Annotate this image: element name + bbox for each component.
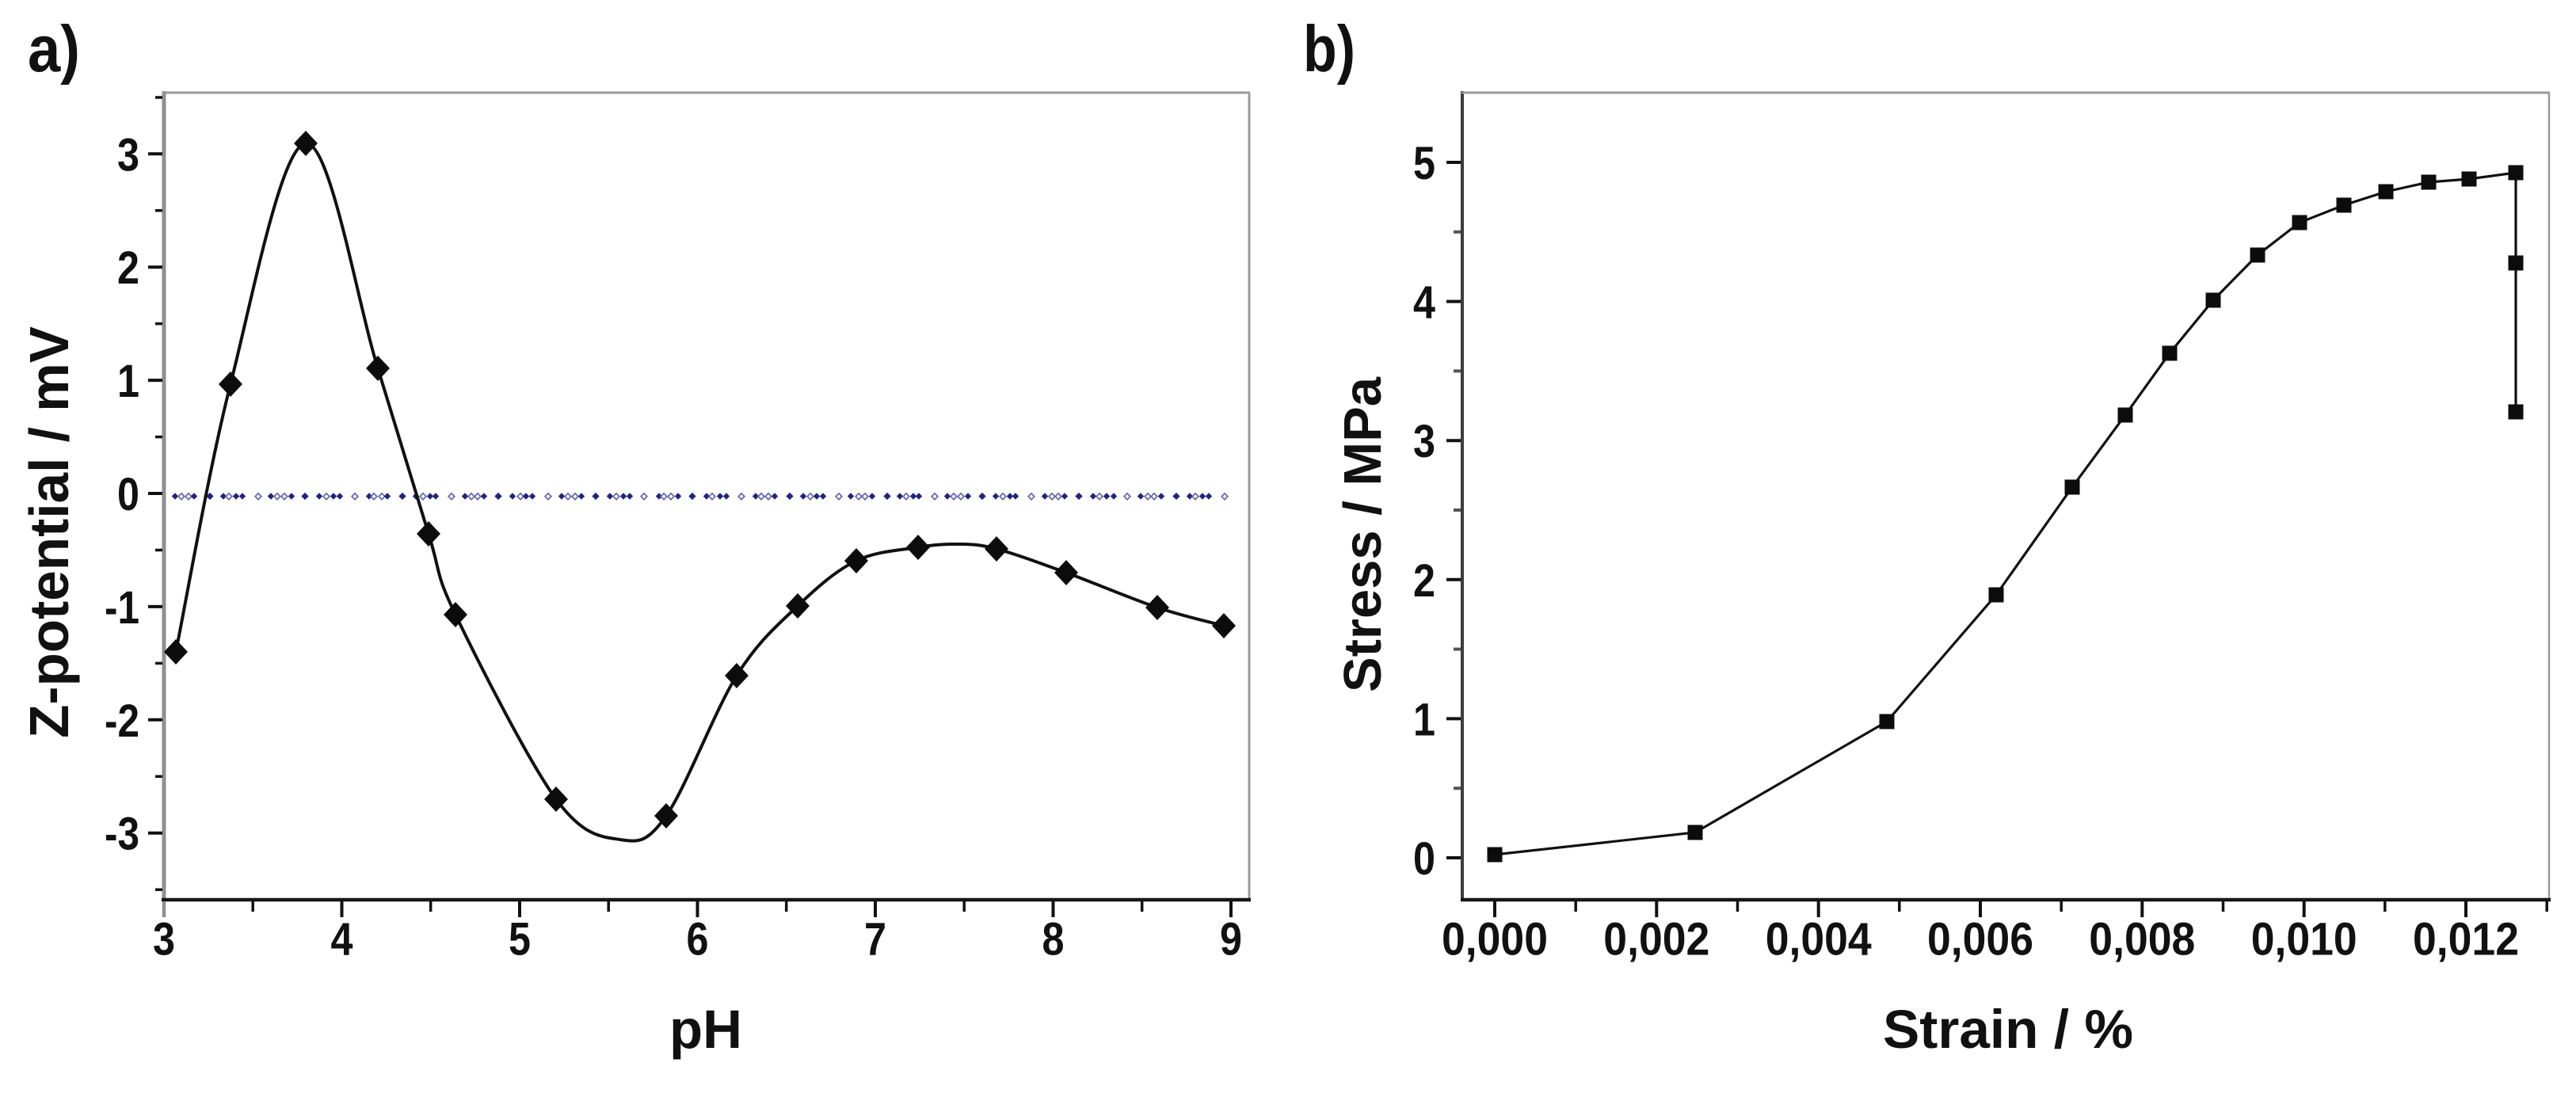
svg-text:1: 1: [117, 356, 139, 407]
svg-text:Z-potential / mV: Z-potential / mV: [18, 326, 80, 738]
svg-text:0,000: 0,000: [1442, 914, 1548, 966]
svg-text:0,010: 0,010: [2251, 914, 2357, 966]
svg-text:0: 0: [1413, 833, 1435, 885]
svg-text:6: 6: [687, 914, 709, 966]
svg-text:pH: pH: [669, 999, 742, 1060]
svg-text:4: 4: [1413, 277, 1435, 329]
svg-text:2: 2: [1413, 555, 1435, 607]
svg-text:4: 4: [331, 914, 353, 966]
svg-text:0: 0: [117, 469, 139, 520]
svg-text:0,004: 0,004: [1766, 914, 1872, 966]
svg-text:1: 1: [1413, 694, 1435, 745]
svg-text:2: 2: [117, 242, 139, 294]
svg-text:0,002: 0,002: [1603, 914, 1709, 966]
svg-text:Strain / %: Strain / %: [1883, 999, 2133, 1060]
svg-text:-1: -1: [105, 582, 139, 634]
svg-text:8: 8: [1042, 914, 1065, 966]
svg-text:5: 5: [509, 914, 531, 966]
svg-text:7: 7: [864, 914, 886, 966]
svg-text:-3: -3: [105, 809, 139, 860]
svg-text:3: 3: [1413, 416, 1435, 467]
svg-text:0,008: 0,008: [2089, 914, 2195, 966]
svg-text:b): b): [1303, 12, 1355, 86]
svg-text:5: 5: [1413, 138, 1435, 189]
svg-text:9: 9: [1220, 914, 1242, 966]
svg-text:a): a): [28, 12, 80, 86]
svg-text:Stress / MPa: Stress / MPa: [1333, 376, 1393, 692]
svg-text:3: 3: [117, 129, 139, 181]
svg-text:3: 3: [153, 914, 175, 966]
svg-text:0,006: 0,006: [1927, 914, 2033, 966]
svg-text:-2: -2: [105, 695, 139, 747]
svg-text:0,012: 0,012: [2413, 914, 2519, 966]
